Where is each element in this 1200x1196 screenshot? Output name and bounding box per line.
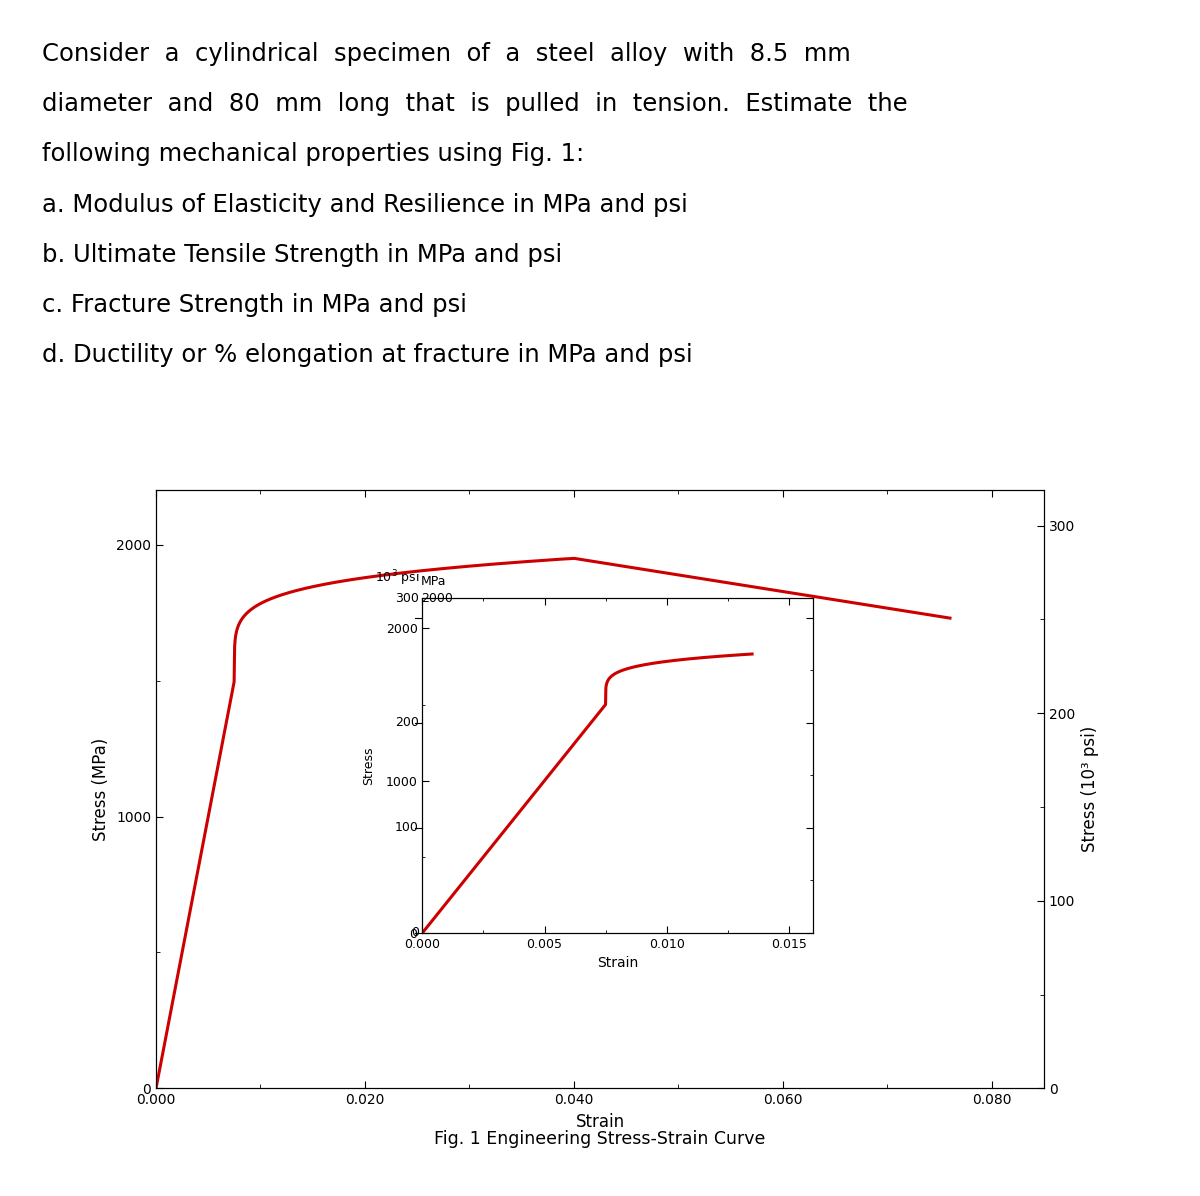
X-axis label: Strain: Strain xyxy=(576,1112,624,1130)
X-axis label: Strain: Strain xyxy=(598,957,638,970)
Text: 300: 300 xyxy=(395,592,419,604)
Text: diameter  and  80  mm  long  that  is  pulled  in  tension.  Estimate  the: diameter and 80 mm long that is pulled i… xyxy=(42,92,907,116)
Text: 0: 0 xyxy=(410,927,419,939)
Text: b. Ultimate Tensile Strength in MPa and psi: b. Ultimate Tensile Strength in MPa and … xyxy=(42,243,562,267)
Text: a. Modulus of Elasticity and Resilience in MPa and psi: a. Modulus of Elasticity and Resilience … xyxy=(42,193,688,216)
Text: following mechanical properties using Fig. 1:: following mechanical properties using Fi… xyxy=(42,142,584,166)
Text: 100: 100 xyxy=(395,822,419,835)
Text: MPa: MPa xyxy=(421,575,446,588)
Text: 2000: 2000 xyxy=(421,592,454,604)
Y-axis label: Stress (10³ psi): Stress (10³ psi) xyxy=(1081,726,1099,853)
Text: Consider  a  cylindrical  specimen  of  a  steel  alloy  with  8.5  mm: Consider a cylindrical specimen of a ste… xyxy=(42,42,851,66)
Text: $10^3$ psi: $10^3$ psi xyxy=(376,569,420,588)
Y-axis label: Stress (MPa): Stress (MPa) xyxy=(92,738,110,841)
Text: Stress: Stress xyxy=(362,746,374,785)
Text: d. Ductility or % elongation at fracture in MPa and psi: d. Ductility or % elongation at fracture… xyxy=(42,343,692,367)
Text: 200: 200 xyxy=(395,716,419,730)
Text: c. Fracture Strength in MPa and psi: c. Fracture Strength in MPa and psi xyxy=(42,293,467,317)
Text: Fig. 1 Engineering Stress-Strain Curve: Fig. 1 Engineering Stress-Strain Curve xyxy=(434,1130,766,1148)
